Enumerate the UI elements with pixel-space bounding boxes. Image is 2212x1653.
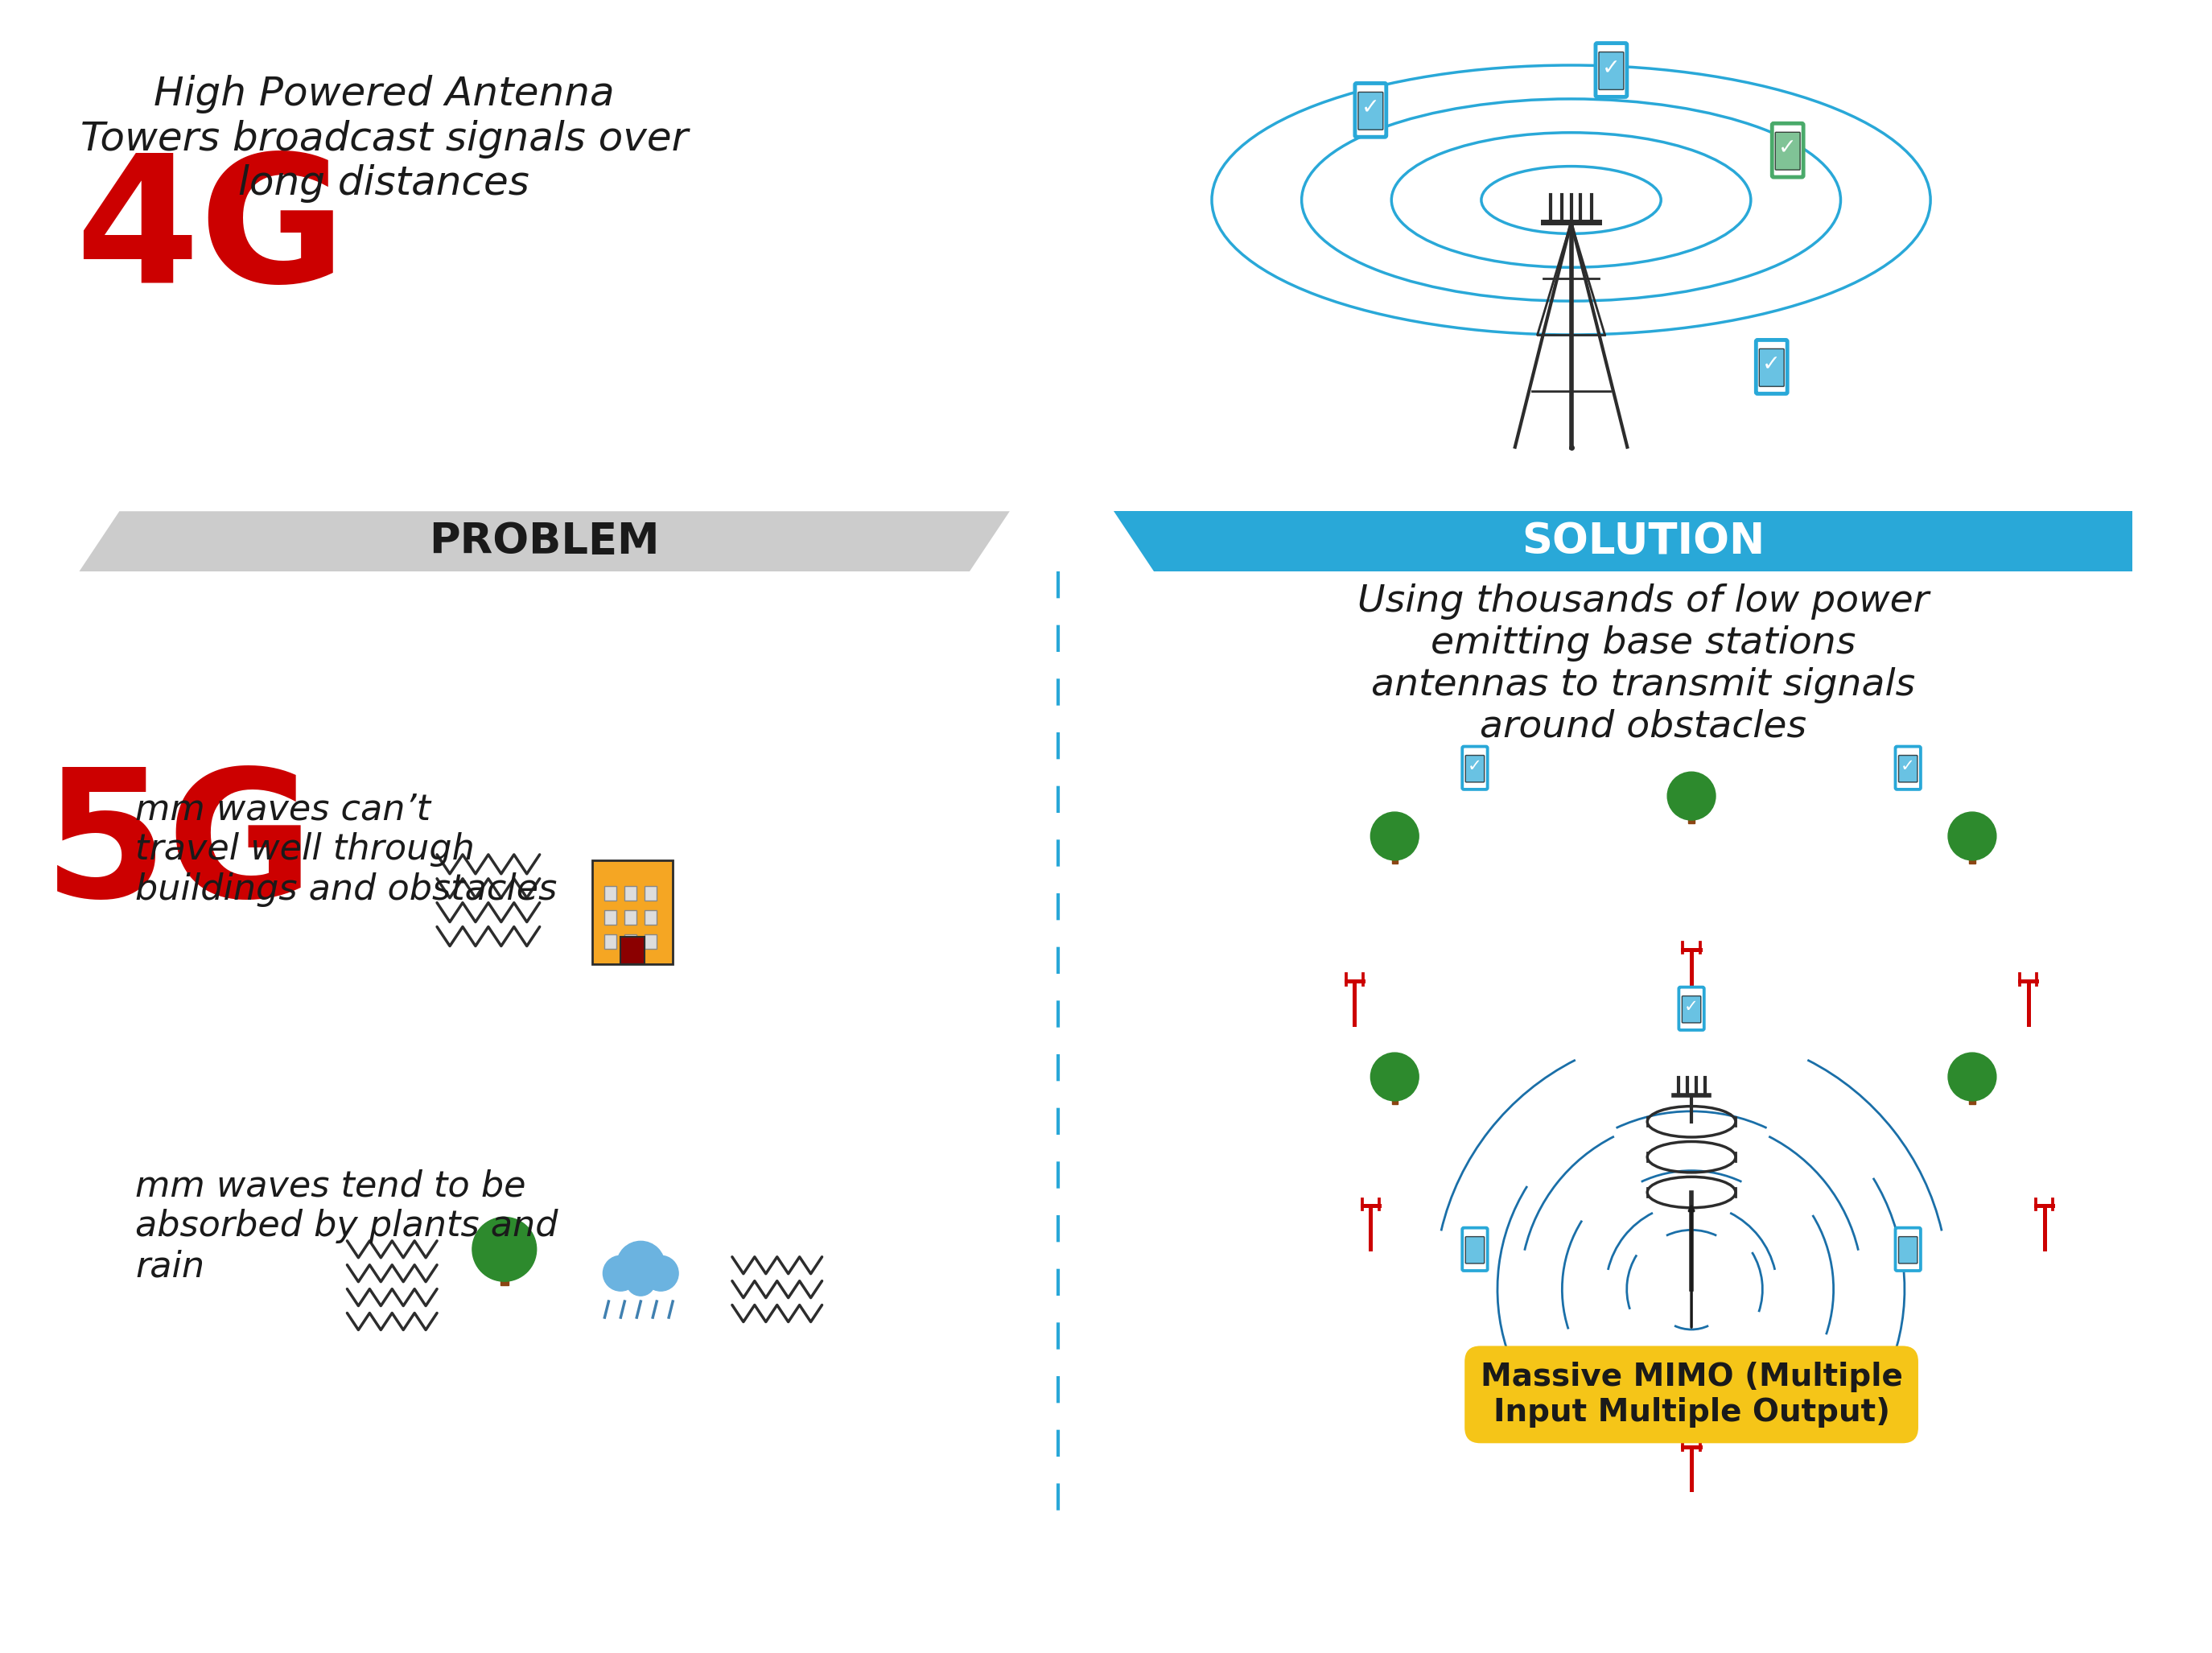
Bar <box>1391 848 1398 863</box>
FancyBboxPatch shape <box>1595 43 1626 98</box>
Circle shape <box>473 1217 538 1281</box>
Bar <box>604 934 617 949</box>
Circle shape <box>1371 812 1418 860</box>
Circle shape <box>644 1256 679 1291</box>
Circle shape <box>604 1256 639 1291</box>
Bar <box>1969 848 1975 863</box>
FancyBboxPatch shape <box>1356 83 1387 137</box>
Circle shape <box>626 1266 655 1296</box>
Bar <box>500 1265 509 1286</box>
FancyBboxPatch shape <box>1681 997 1701 1023</box>
FancyBboxPatch shape <box>1358 93 1382 131</box>
FancyBboxPatch shape <box>1467 1236 1484 1263</box>
Circle shape <box>1371 1053 1418 1101</box>
Bar <box>644 934 657 949</box>
Text: Using thousands of low power
emitting base stations
antennas to transmit signals: Using thousands of low power emitting ba… <box>1358 584 1929 746</box>
FancyBboxPatch shape <box>1756 341 1787 393</box>
FancyBboxPatch shape <box>1462 1228 1486 1271</box>
Text: mm waves can’t
travel well through
buildings and obstacles: mm waves can’t travel well through build… <box>135 792 557 907</box>
FancyBboxPatch shape <box>1467 755 1484 782</box>
Bar <box>644 909 657 924</box>
Circle shape <box>1949 1053 1995 1101</box>
Text: ✓: ✓ <box>1763 355 1781 375</box>
Bar <box>624 886 637 901</box>
Text: ✓: ✓ <box>1683 998 1699 1015</box>
FancyBboxPatch shape <box>1776 132 1801 170</box>
FancyBboxPatch shape <box>1898 755 1918 782</box>
Bar <box>604 886 617 901</box>
FancyBboxPatch shape <box>593 860 672 964</box>
Bar <box>624 909 637 924</box>
FancyBboxPatch shape <box>1896 1228 1920 1271</box>
Text: SOLUTION: SOLUTION <box>1522 521 1765 562</box>
Polygon shape <box>1115 511 2132 572</box>
Bar <box>1391 1089 1398 1104</box>
Circle shape <box>1668 772 1717 820</box>
FancyBboxPatch shape <box>1599 51 1624 89</box>
Bar <box>604 909 617 924</box>
Text: mm waves tend to be
absorbed by plants and
rain: mm waves tend to be absorbed by plants a… <box>135 1169 557 1284</box>
Circle shape <box>617 1241 666 1289</box>
Circle shape <box>1949 812 1995 860</box>
Bar <box>624 934 637 949</box>
Bar <box>622 936 644 964</box>
Text: ✓: ✓ <box>1778 139 1796 159</box>
Bar <box>644 886 657 901</box>
Text: ✓: ✓ <box>1360 98 1380 119</box>
FancyBboxPatch shape <box>1898 1236 1918 1263</box>
Text: ✓: ✓ <box>1900 759 1916 774</box>
FancyBboxPatch shape <box>1462 747 1486 790</box>
FancyBboxPatch shape <box>1772 124 1803 177</box>
Text: High Powered Antenna
Towers broadcast signals over
long distances: High Powered Antenna Towers broadcast si… <box>80 74 688 203</box>
Text: ✓: ✓ <box>1601 58 1621 79</box>
FancyBboxPatch shape <box>1896 747 1920 790</box>
Polygon shape <box>80 511 1009 572</box>
FancyBboxPatch shape <box>1759 349 1785 387</box>
Text: 5G: 5G <box>44 762 314 934</box>
Text: Massive MIMO (Multiple
Input Multiple Output): Massive MIMO (Multiple Input Multiple Ou… <box>1480 1362 1902 1428</box>
Text: PROBLEM: PROBLEM <box>429 521 659 562</box>
Text: 4G: 4G <box>75 147 347 319</box>
Text: ✓: ✓ <box>1469 759 1482 774</box>
Bar <box>1688 808 1694 823</box>
FancyBboxPatch shape <box>1679 987 1703 1030</box>
Bar <box>1969 1089 1975 1104</box>
